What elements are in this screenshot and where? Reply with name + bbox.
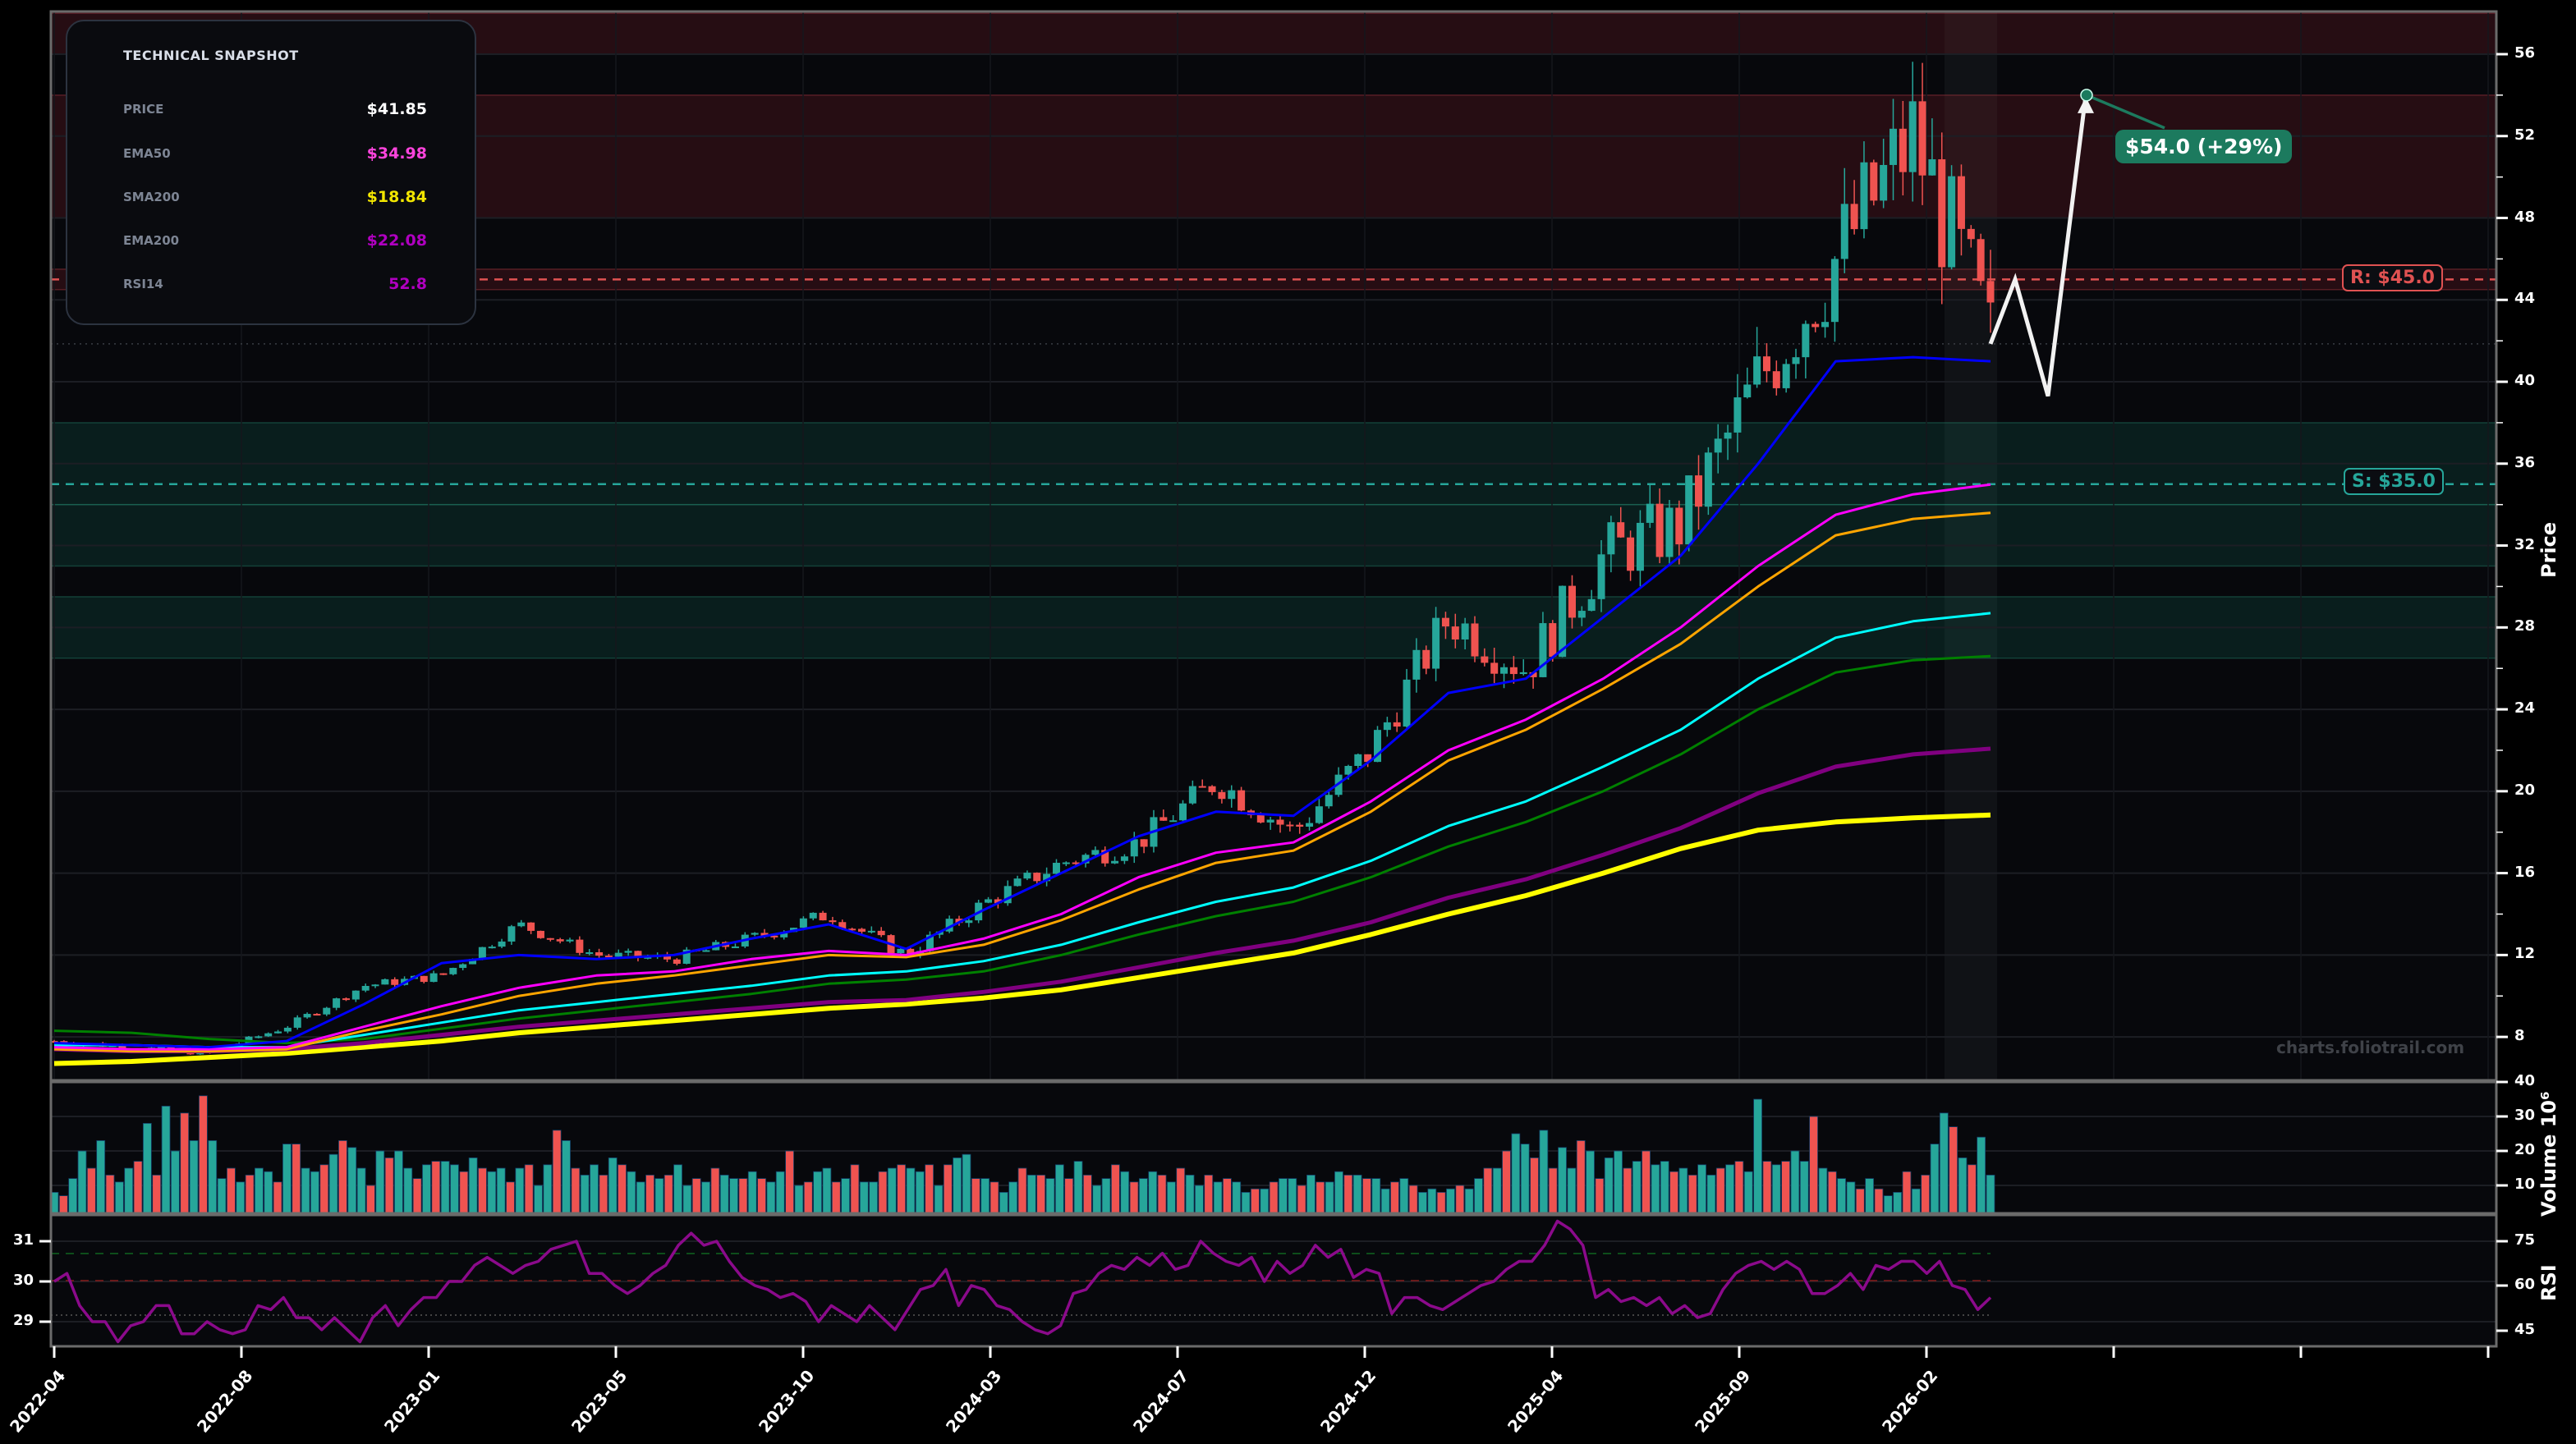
price-tick: 56	[2514, 44, 2536, 62]
snapshot-label: RSI14	[123, 277, 163, 291]
snapshot-title: TECHNICAL SNAPSHOT	[123, 48, 299, 63]
price-tick: 32	[2514, 535, 2536, 553]
rsi-tick: 45	[2514, 1321, 2536, 1338]
price-tick: 12	[2514, 945, 2536, 963]
price-tick: 24	[2514, 699, 2536, 717]
price-tick: 48	[2514, 208, 2536, 226]
volume-tick: 40	[2514, 1072, 2536, 1089]
rsi-left-tick: 31	[13, 1231, 34, 1249]
snapshot-value: 52.8	[388, 275, 427, 293]
snapshot-value: $18.84	[366, 188, 427, 206]
snapshot-row-rsi14: RSI14 52.8	[123, 275, 427, 296]
rsi-panel	[51, 1215, 2496, 1346]
volume-tick: 20	[2514, 1141, 2536, 1158]
snapshot-value: $34.98	[366, 144, 427, 163]
snapshot-row-price: PRICE $41.85	[123, 100, 427, 121]
watermark: charts.foliotrail.com	[2276, 1038, 2465, 1057]
price-tick: 40	[2514, 372, 2536, 390]
snapshot-row-ema50: EMA50 $34.98	[123, 144, 427, 166]
volume-panel	[49, 1082, 2496, 1214]
snapshot-label: EMA200	[123, 233, 180, 248]
snapshot-label: SMA200	[123, 190, 180, 204]
price-tick: 28	[2514, 617, 2536, 635]
volume-axis-label: Volume 10⁶	[2537, 1091, 2560, 1217]
price-tick: 52	[2514, 126, 2536, 144]
snapshot-label: PRICE	[123, 102, 164, 117]
snapshot-value: $22.08	[366, 231, 427, 250]
snapshot-label: EMA50	[123, 146, 171, 161]
volume-tick: 10	[2514, 1176, 2536, 1193]
snapshot-row-sma200: SMA200 $18.84	[123, 188, 427, 209]
snapshot-value: $41.85	[366, 100, 427, 118]
panel-frames	[39, 10, 2508, 1358]
resistance-level-label: R: $45.0	[2342, 264, 2443, 291]
rsi-left-tick: 30	[13, 1272, 34, 1289]
volume-tick: 30	[2514, 1107, 2536, 1124]
rsi-tick: 75	[2514, 1231, 2536, 1249]
price-tick: 20	[2514, 781, 2536, 799]
projection-path	[1988, 89, 2165, 397]
rsi-axis-label: RSI	[2537, 1264, 2560, 1301]
price-tick: 44	[2514, 290, 2536, 308]
projection-target-label: $54.0 (+29%)	[2115, 130, 2293, 163]
price-tick: 16	[2514, 863, 2536, 881]
support-level-label: S: $35.0	[2344, 468, 2444, 495]
price-axis-label: Price	[2537, 521, 2560, 578]
rsi-left-tick: 29	[13, 1312, 34, 1329]
snapshot-row-ema200: EMA200 $22.08	[123, 231, 427, 253]
price-tick: 36	[2514, 453, 2536, 471]
price-tick: 8	[2514, 1027, 2525, 1045]
technical-snapshot-panel: TECHNICAL SNAPSHOT PRICE $41.85 EMA50 $3…	[66, 20, 476, 325]
rsi-tick: 60	[2514, 1276, 2536, 1293]
moving-averages	[53, 355, 1991, 1066]
